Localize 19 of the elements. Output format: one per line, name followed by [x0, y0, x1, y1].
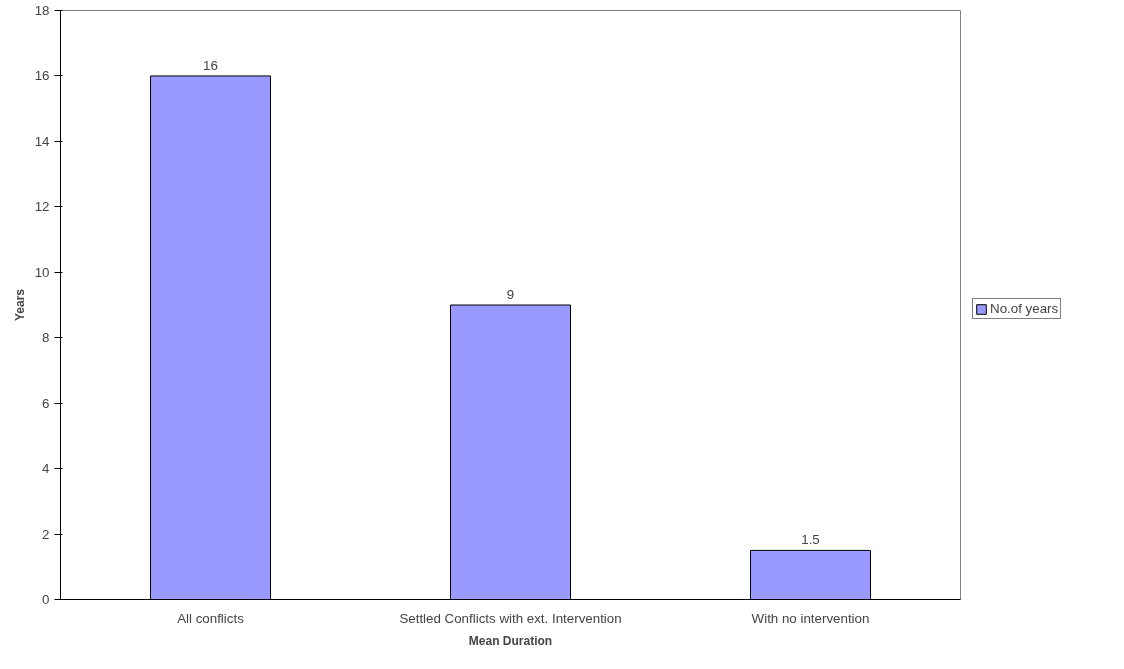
- legend-label: No.of years: [990, 301, 1059, 316]
- y-tick-label: 12: [34, 199, 50, 215]
- y-tick-label: 0: [42, 592, 50, 607]
- data-label: 1.5: [801, 532, 820, 548]
- x-tick-label: With no intervention: [751, 610, 870, 626]
- y-tick-label: 2: [42, 526, 50, 542]
- y-tick-label: 18: [34, 3, 50, 18]
- y-tick-label: 14: [34, 133, 51, 149]
- y-axis-title: Years: [12, 288, 27, 322]
- y-tick-label: 16: [34, 68, 50, 84]
- y-tick-label: 6: [42, 395, 50, 411]
- x-tick-label: Settled Conflicts with ext. Intervention: [399, 610, 622, 626]
- data-label: 9: [506, 287, 515, 302]
- y-tick-label: 10: [34, 264, 50, 280]
- x-tick-label: All conflicts: [177, 610, 245, 626]
- x-axis-title: Mean Duration: [468, 633, 553, 648]
- y-tick-label: 4: [42, 461, 51, 477]
- data-label: 16: [203, 57, 218, 73]
- y-tick-label: 8: [42, 330, 50, 346]
